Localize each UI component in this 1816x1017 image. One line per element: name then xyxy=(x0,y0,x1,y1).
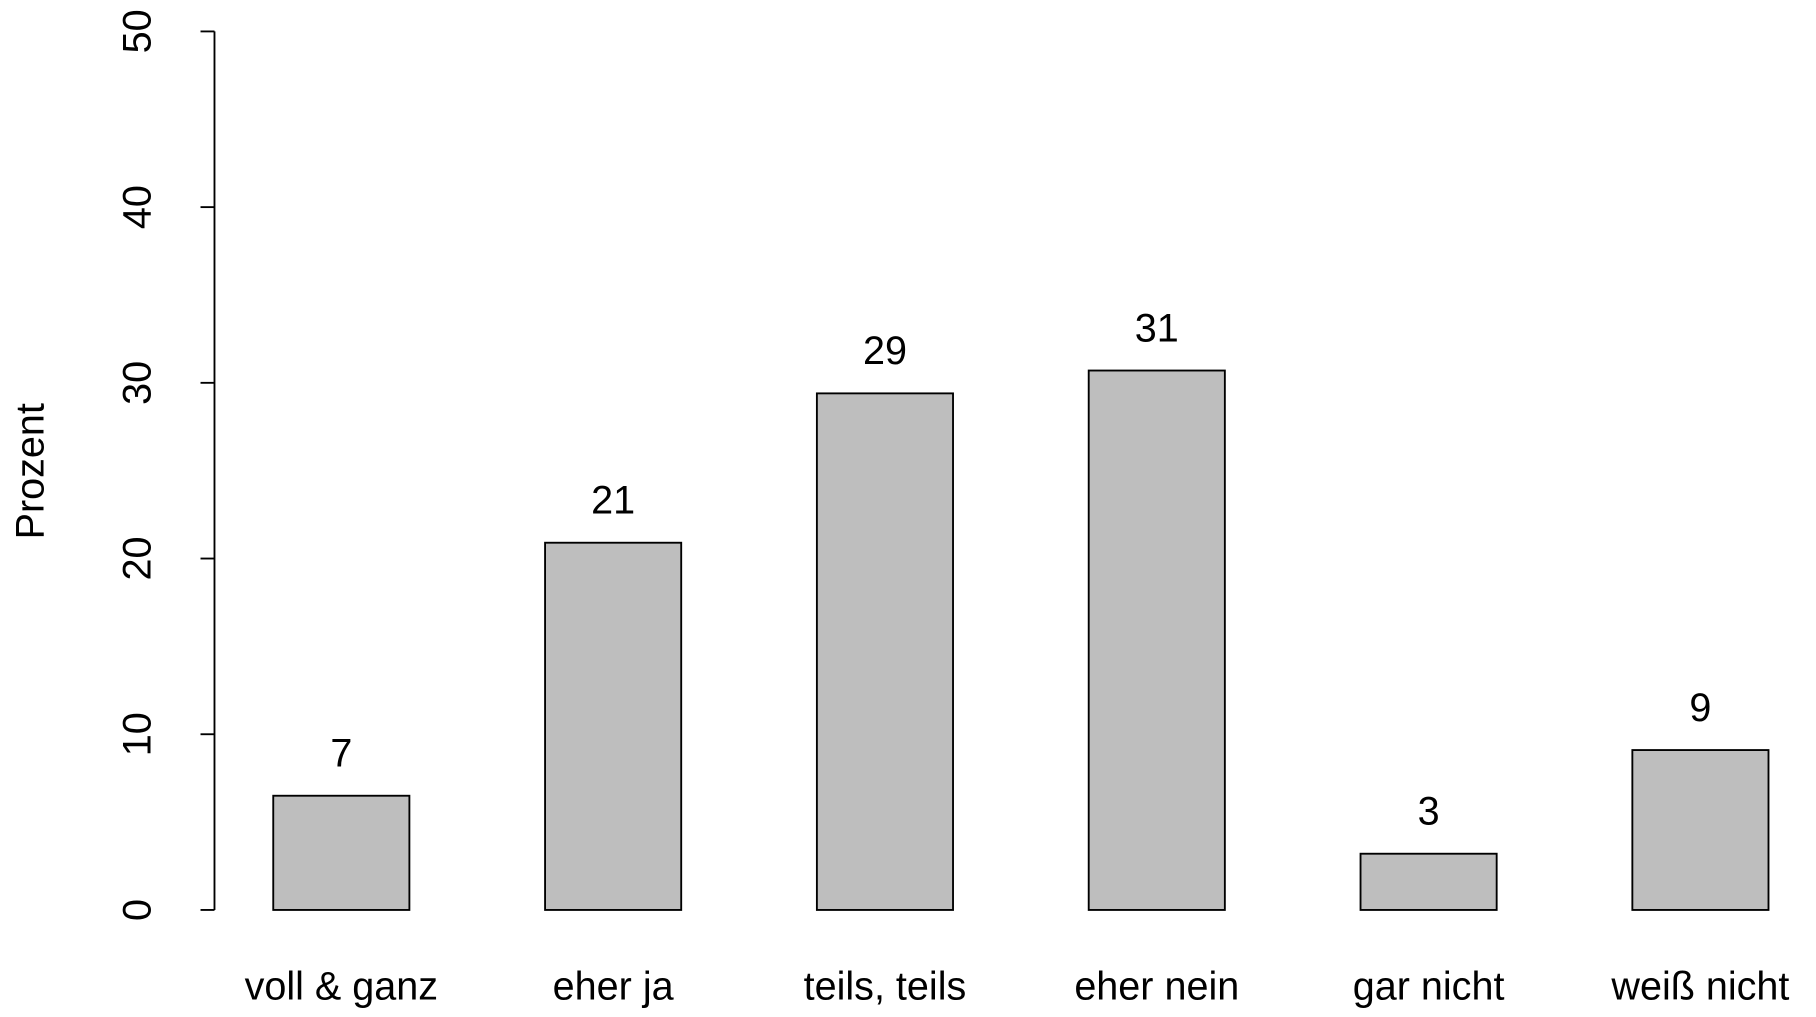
y-tick-label: 0 xyxy=(115,899,159,921)
y-tick-label: 40 xyxy=(115,185,159,229)
value-label: 3 xyxy=(1418,790,1440,834)
y-tick-label: 10 xyxy=(115,712,159,756)
x-tick-label: eher ja xyxy=(553,965,674,1009)
bar xyxy=(1359,852,1498,911)
x-tick-label: voll & ganz xyxy=(245,965,438,1009)
bar xyxy=(544,541,683,911)
bar xyxy=(1087,369,1226,911)
y-tick-label: 50 xyxy=(115,9,159,53)
y-axis-label: Prozent xyxy=(8,403,52,539)
bar xyxy=(1631,749,1770,911)
bar xyxy=(272,794,411,911)
y-tick-label: 20 xyxy=(115,537,159,581)
x-tick-label: teils, teils xyxy=(804,965,967,1009)
value-label: 7 xyxy=(330,732,352,776)
bar xyxy=(815,392,954,911)
y-tick-label: 30 xyxy=(115,361,159,405)
x-tick-label: eher nein xyxy=(1074,965,1239,1009)
x-tick-label: gar nicht xyxy=(1353,965,1505,1009)
value-label: 29 xyxy=(863,329,907,373)
value-label: 9 xyxy=(1689,686,1711,730)
value-label: 21 xyxy=(591,479,635,523)
value-label: 31 xyxy=(1135,306,1179,350)
x-tick-label: weiß nicht xyxy=(1610,965,1789,1009)
